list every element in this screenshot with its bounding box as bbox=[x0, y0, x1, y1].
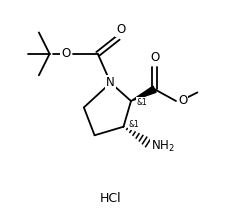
Text: NH$_2$: NH$_2$ bbox=[151, 138, 175, 154]
Text: O: O bbox=[116, 23, 125, 36]
Text: &1: &1 bbox=[129, 120, 140, 129]
Text: O: O bbox=[178, 94, 187, 107]
Text: O: O bbox=[61, 47, 71, 60]
Text: N: N bbox=[106, 76, 115, 89]
Text: &1: &1 bbox=[136, 98, 147, 107]
Text: O: O bbox=[150, 51, 159, 64]
Polygon shape bbox=[131, 86, 156, 101]
Text: HCl: HCl bbox=[100, 192, 122, 205]
